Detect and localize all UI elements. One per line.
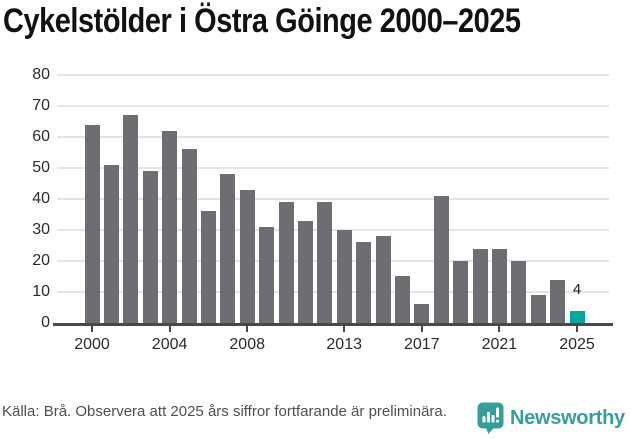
gridline: [57, 260, 609, 262]
bar-2001: [103, 165, 119, 323]
bar-2003: [142, 171, 158, 323]
x-axis-tick: [420, 326, 423, 332]
bar-2007: [220, 174, 236, 323]
x-axis-tick: [246, 326, 249, 332]
bar-2024: [550, 280, 566, 323]
gridline: [57, 105, 609, 107]
bar-2021: [491, 249, 507, 323]
bar-value-label: 4: [572, 280, 582, 298]
y-axis-tick-label: 20: [32, 252, 50, 269]
newsworthy-wordmark: Newsworthy: [510, 406, 625, 429]
y-axis-tick-label: 60: [32, 128, 50, 145]
gridline: [57, 291, 609, 293]
x-axis-tick-label: 2013: [326, 336, 362, 353]
x-axis-tick: [168, 326, 171, 332]
x-axis-tick-label: 2025: [559, 336, 595, 353]
bar-2011: [297, 221, 313, 323]
bar-2006: [200, 211, 216, 323]
chart-title: Cykelstölder i Östra Göinge 2000–2025: [3, 2, 521, 40]
bar-2013: [336, 230, 352, 323]
bar-2015: [375, 236, 391, 323]
y-axis-tick-label: 10: [32, 283, 50, 300]
bar-2022: [511, 261, 527, 323]
source-note: Källa: Brå. Observera att 2025 års siffr…: [2, 403, 447, 420]
bar-2025: [569, 311, 585, 323]
x-axis-line: [53, 323, 613, 326]
bar-2012: [317, 202, 333, 323]
bar-2014: [356, 242, 372, 323]
bar-2017: [414, 304, 430, 323]
y-axis-tick-label: 80: [32, 66, 50, 83]
x-axis-tick: [343, 326, 346, 332]
gridline: [57, 136, 609, 138]
bar-2008: [239, 190, 255, 323]
y-axis-tick-label: 50: [32, 159, 50, 176]
x-axis-tick: [576, 326, 578, 332]
bar-2000: [84, 125, 100, 323]
x-axis-tick-label: 2008: [229, 336, 265, 353]
gridline: [57, 229, 609, 231]
bar-2020: [472, 249, 488, 323]
x-axis-tick-label: 2004: [151, 336, 188, 353]
bar-2002: [123, 115, 139, 323]
x-axis-tick: [91, 326, 93, 332]
gridline: [57, 167, 609, 169]
bar-2019: [453, 261, 469, 323]
x-axis-tick: [498, 326, 501, 332]
y-axis-tick-label: 70: [32, 97, 50, 114]
y-axis-tick-label: 30: [32, 221, 50, 238]
bar-2018: [433, 196, 449, 323]
y-axis-tick-label: 0: [41, 314, 50, 331]
gridline: [57, 74, 609, 76]
newsworthy-logo[interactable]: Newsworthy: [477, 402, 625, 434]
bar-2004: [162, 131, 178, 323]
bar-2005: [181, 149, 197, 323]
bar-2023: [530, 295, 546, 323]
x-axis-tick-label: 2000: [74, 336, 110, 353]
y-axis-tick-label: 40: [32, 190, 50, 207]
gridline: [57, 198, 609, 200]
bar-2010: [278, 202, 294, 323]
x-axis-tick-label: 2021: [481, 336, 518, 353]
bar-chart-plot-area: 0 10 20 30 40 50 60 70 80 2000 2004 2008 2013 2017 202…: [32, 66, 613, 353]
x-axis-tick-label: 2017: [404, 336, 440, 353]
bar-2016: [394, 276, 410, 323]
bar-2009: [259, 227, 275, 323]
newsworthy-chart-bubble-icon: [477, 402, 504, 434]
